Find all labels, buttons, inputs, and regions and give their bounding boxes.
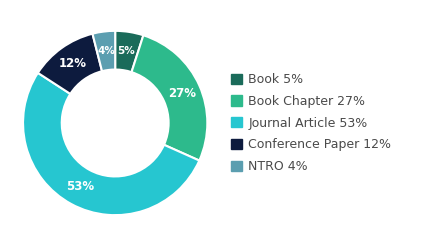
Wedge shape (38, 34, 102, 94)
Text: 53%: 53% (66, 181, 94, 193)
Text: 5%: 5% (117, 46, 135, 56)
Text: 12%: 12% (59, 57, 87, 70)
Legend: Book 5%, Book Chapter 27%, Journal Article 53%, Conference Paper 12%, NTRO 4%: Book 5%, Book Chapter 27%, Journal Artic… (226, 68, 396, 178)
Wedge shape (132, 35, 207, 161)
Text: 4%: 4% (97, 46, 115, 56)
Wedge shape (115, 31, 144, 72)
Wedge shape (93, 31, 115, 71)
Text: 27%: 27% (167, 87, 196, 100)
Wedge shape (23, 73, 199, 215)
